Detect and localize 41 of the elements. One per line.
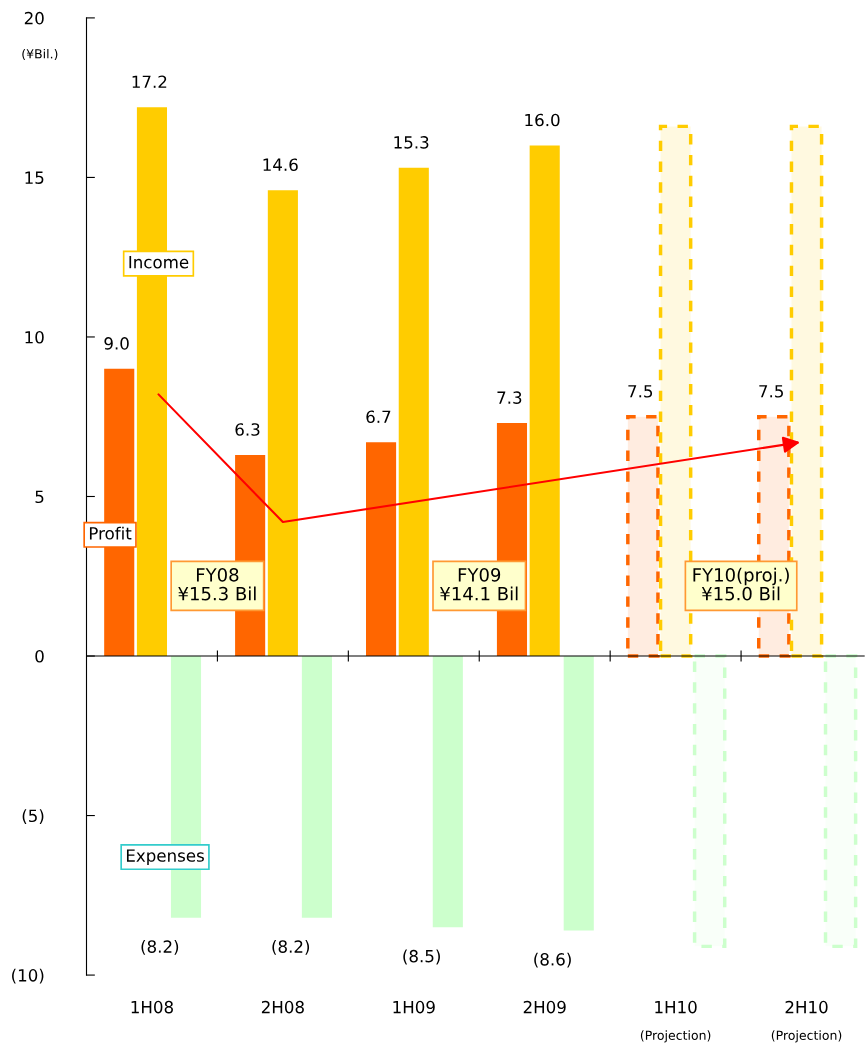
- bar: [398, 167, 429, 657]
- y-tick-label: 5: [35, 490, 44, 504]
- annotation: FY08 ¥15.3 Bil: [178, 567, 256, 601]
- series-label: Expenses: [126, 849, 204, 866]
- series-label: Profit: [89, 526, 132, 540]
- bar: [301, 656, 332, 918]
- y-tick-label: (10): [12, 968, 44, 984]
- data-label: 9.0: [104, 337, 129, 350]
- data-label: 15.3: [394, 136, 429, 149]
- x-tick-label: 1H10 (Projection): [640, 1000, 711, 1043]
- bar: [529, 145, 560, 657]
- data-label: 7.3: [497, 391, 522, 404]
- data-label: (8.5): [403, 949, 440, 965]
- data-label: 6.7: [366, 410, 391, 424]
- data-label: (8.6): [534, 952, 571, 968]
- annotation: FY09 ¥14.1 Bil: [440, 567, 518, 601]
- y-axis-title: (¥Bil.): [22, 48, 58, 61]
- y-tick-label: 0: [35, 649, 44, 663]
- bar: [432, 656, 463, 928]
- y-tick-label: 20: [24, 11, 44, 25]
- x-tick-label: 2H10 (Projection): [771, 1000, 842, 1043]
- data-label: 7.5: [759, 385, 783, 398]
- y-tick-label: 10: [25, 330, 44, 344]
- y-tick-label: (5): [22, 809, 44, 825]
- x-tick-label: 2H09: [523, 1000, 566, 1014]
- data-label: (8.2): [272, 940, 310, 955]
- data-label: 6.3: [235, 423, 260, 436]
- data-label: 17.2: [132, 75, 167, 88]
- bar: [267, 190, 298, 657]
- series-label: Income: [129, 256, 189, 269]
- bar: [366, 442, 397, 657]
- x-tick-label: 1H09: [393, 1000, 435, 1014]
- data-label: 7.5: [628, 385, 653, 398]
- y-tick-label: 15: [25, 171, 44, 184]
- bar: [563, 656, 594, 931]
- x-tick-label: 2H08: [261, 1000, 304, 1014]
- data-label: (8.2): [141, 940, 179, 955]
- annotation: FY10(proj.) ¥15.0 Bil: [693, 567, 789, 601]
- data-label: 16.0: [525, 113, 560, 127]
- data-label: 14.6: [263, 158, 298, 172]
- x-tick-label: 1H08: [131, 1000, 173, 1014]
